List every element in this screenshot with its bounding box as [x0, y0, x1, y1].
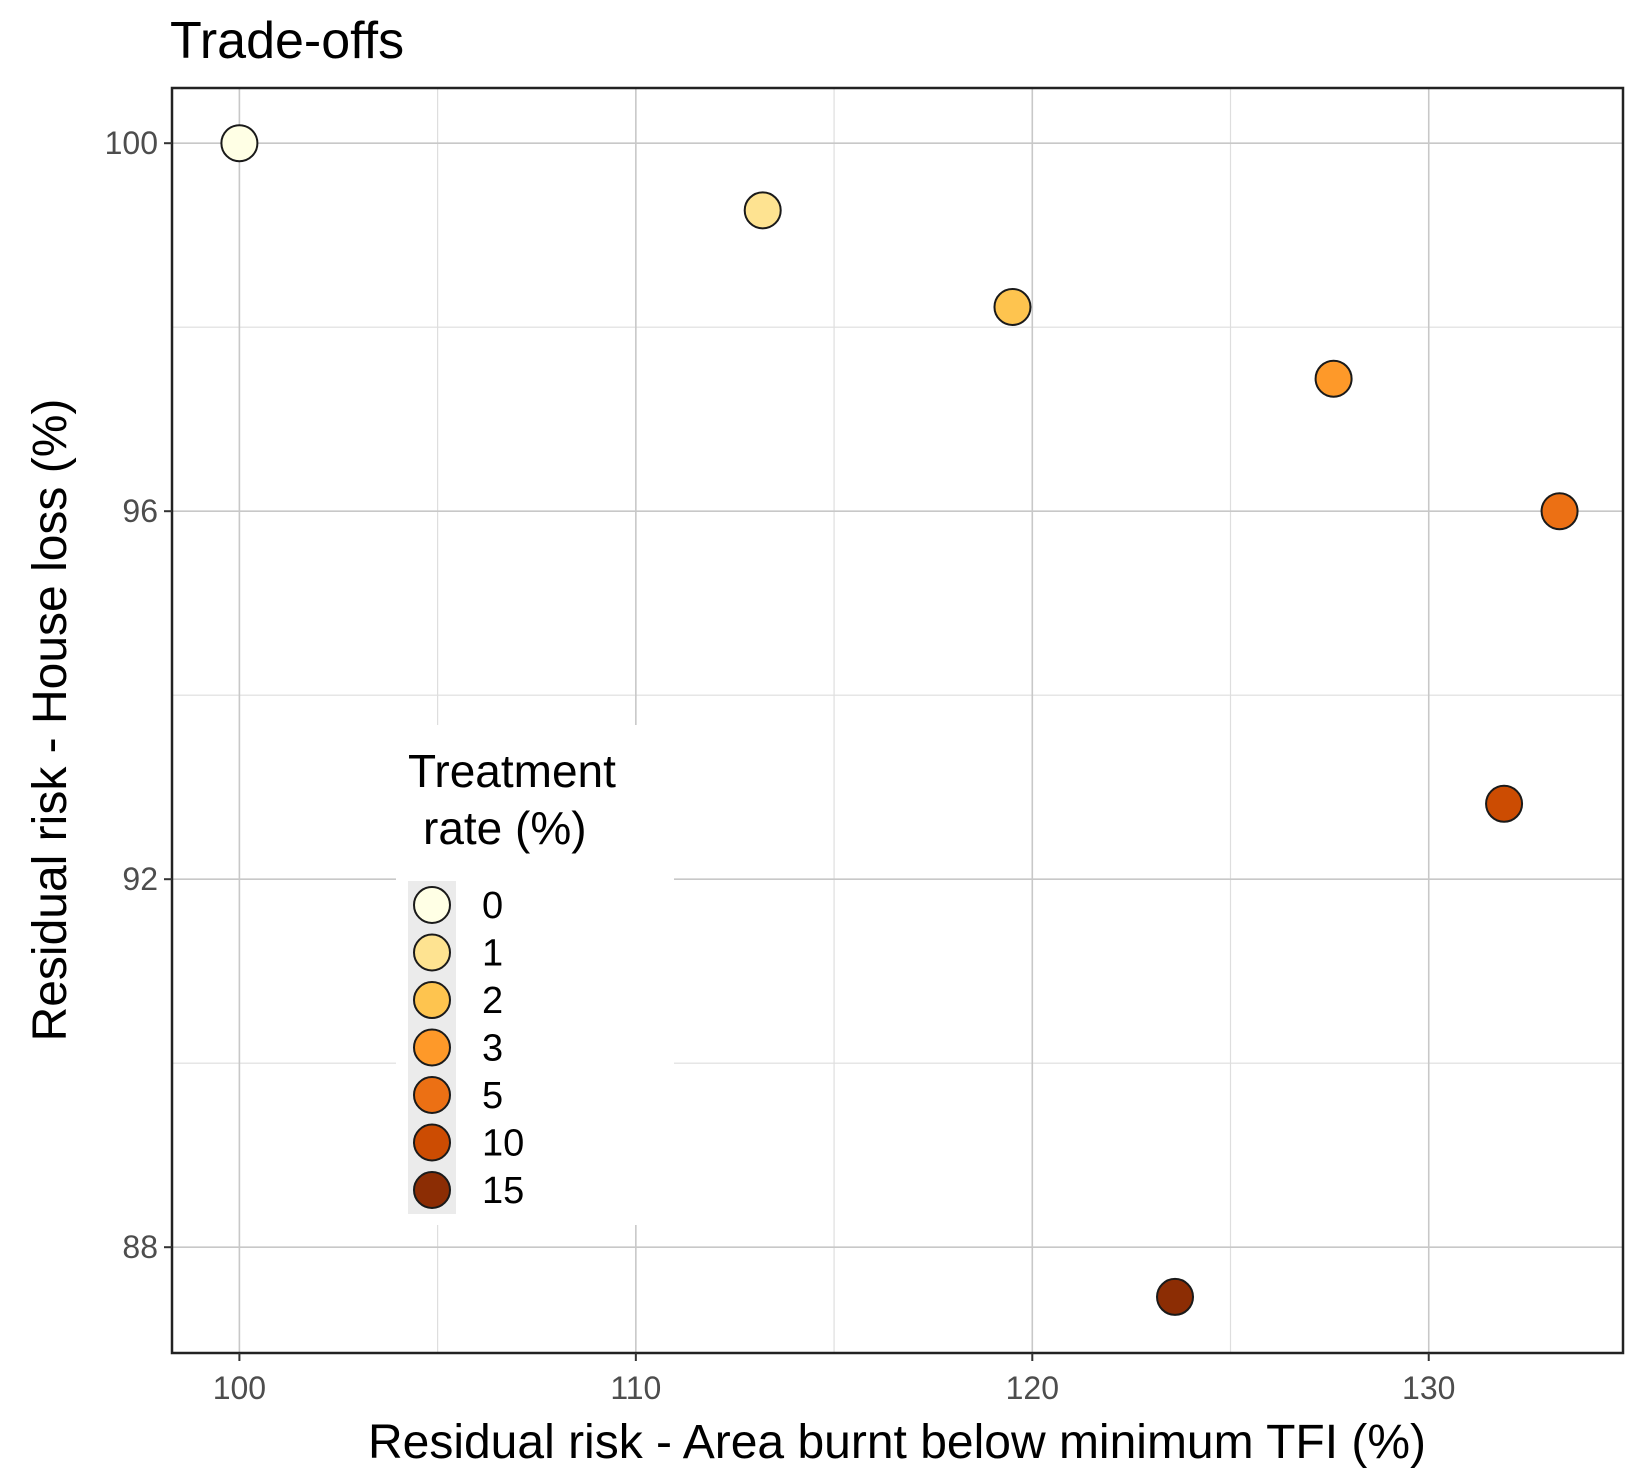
data-point-rate-15	[1156, 1277, 1195, 1316]
y-axis-title: Residual risk - House loss (%)	[24, 399, 77, 1042]
legend-key-5	[413, 1076, 451, 1114]
legend-title-line-2: rate (%)	[423, 802, 587, 854]
data-point-rate-10	[1485, 784, 1524, 823]
x-axis-title: Residual risk - Area burnt below minimum…	[368, 1416, 1426, 1469]
data-point-rate-0	[220, 124, 259, 163]
y-tick-label: 88	[122, 1229, 158, 1265]
data-points	[220, 124, 1579, 1316]
legend-label-15: 15	[482, 1170, 524, 1212]
legend-label-5: 5	[482, 1075, 503, 1117]
data-point-rate-5	[1540, 492, 1579, 531]
y-axis-ticks: 88 92 96 100	[105, 125, 172, 1265]
data-point-rate-2	[993, 287, 1032, 326]
data-point-rate-1	[743, 191, 782, 230]
data-point-rate-3	[1314, 359, 1353, 398]
legend-label-0: 0	[482, 885, 503, 927]
chart-title: Trade-offs	[170, 12, 404, 70]
legend-label-10: 10	[482, 1123, 524, 1165]
y-tick-label: 100	[105, 125, 158, 161]
x-tick-label: 120	[1006, 1370, 1059, 1406]
y-tick-label: 96	[122, 493, 158, 529]
plot-panel-border	[170, 86, 1625, 1355]
y-tick-label: 92	[122, 861, 158, 897]
x-tick-label: 130	[1402, 1370, 1455, 1406]
legend-key-15	[413, 1171, 451, 1209]
legend-label-1: 1	[482, 933, 503, 975]
x-tick-label: 110	[610, 1370, 661, 1406]
grid	[172, 88, 1623, 1353]
legend-key-3	[413, 1028, 451, 1067]
legend-key-10	[413, 1123, 451, 1162]
x-tick-label: 100	[213, 1370, 266, 1406]
legend-key-1	[413, 933, 451, 972]
x-axis-ticks: 100 110 120 130	[213, 1353, 1455, 1406]
legend-key-0	[413, 886, 451, 924]
legend-label-2: 2	[482, 980, 503, 1022]
legend-key-2	[413, 981, 451, 1019]
legend-title-line-1: Treatment	[408, 745, 616, 797]
legend-label-3: 3	[482, 1028, 503, 1070]
